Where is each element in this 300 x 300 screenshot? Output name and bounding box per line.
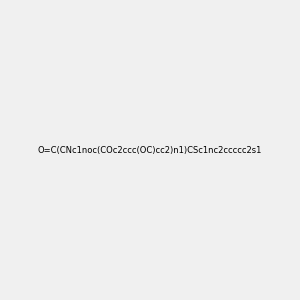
Text: O=C(CNc1noc(COc2ccc(OC)cc2)n1)CSc1nc2ccccc2s1: O=C(CNc1noc(COc2ccc(OC)cc2)n1)CSc1nc2ccc… [38,146,262,154]
